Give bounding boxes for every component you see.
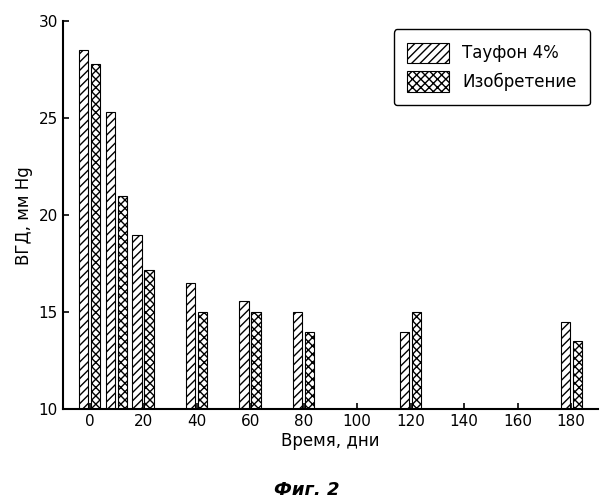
Bar [400, 332, 409, 409]
Bar [91, 64, 101, 410]
Bar [560, 322, 570, 410]
Bar [198, 312, 207, 410]
Bar [186, 283, 196, 410]
Bar [251, 312, 261, 410]
Bar [412, 312, 421, 410]
Legend: Тауфон 4%, Изобретение: Тауфон 4%, Изобретение [394, 30, 590, 105]
Bar [305, 332, 314, 409]
Bar [79, 50, 88, 410]
Bar [145, 270, 154, 410]
Bar [240, 300, 249, 410]
Bar [132, 234, 142, 410]
Bar [105, 112, 115, 410]
X-axis label: Время, дни: Время, дни [281, 432, 379, 450]
Bar [573, 342, 582, 409]
Bar [293, 312, 302, 410]
Y-axis label: ВГД, мм Hg: ВГД, мм Hg [15, 166, 33, 264]
Text: Фиг. 2: Фиг. 2 [274, 481, 339, 499]
Bar [118, 196, 127, 410]
